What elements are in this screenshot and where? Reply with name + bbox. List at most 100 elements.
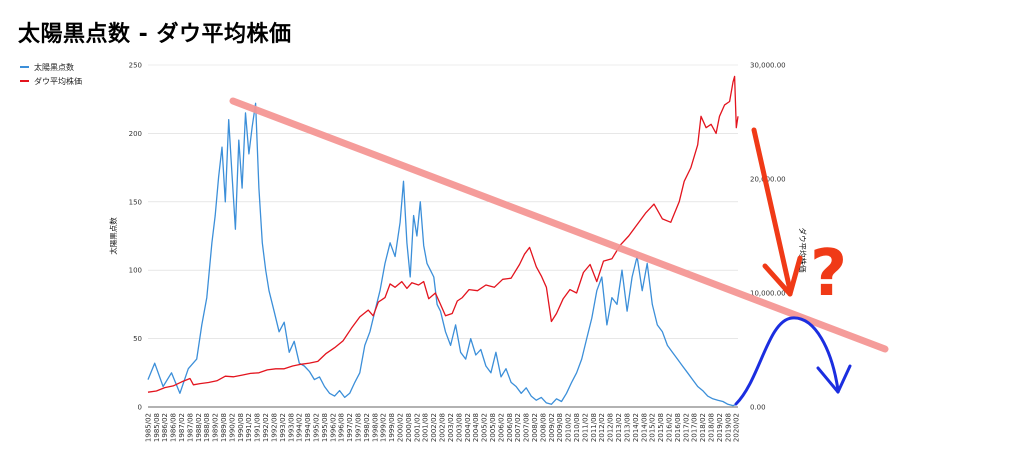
right-tick-label: 30,000.00 xyxy=(750,62,786,70)
x-tick-label: 2015/08 xyxy=(657,413,665,442)
x-tick-label: 1999/02 xyxy=(380,413,388,442)
x-tick-label: 1989/02 xyxy=(212,413,220,442)
x-tick-label: 1995/08 xyxy=(321,413,329,442)
x-tick-label: 2011/02 xyxy=(581,413,589,442)
x-tick-label: 2010/02 xyxy=(565,413,573,442)
left-tick-label: 250 xyxy=(129,62,142,70)
x-tick-label: 2012/02 xyxy=(598,413,606,442)
x-tick-label: 2013/08 xyxy=(623,413,631,442)
x-tick-label: 2019/08 xyxy=(724,413,732,442)
x-tick-label: 2004/02 xyxy=(464,413,472,442)
forecast-curve-annotation xyxy=(734,316,852,406)
x-tick-label: 2006/08 xyxy=(506,413,514,442)
grid xyxy=(148,64,738,408)
left-tick-label: 100 xyxy=(129,267,142,275)
x-tick-label: 1988/02 xyxy=(195,413,203,442)
x-tick-label: 1985/02 xyxy=(144,413,152,442)
left-tick-label: 0 xyxy=(138,404,142,412)
x-tick-label: 2012/08 xyxy=(607,413,615,442)
x-tick-label: 1990/08 xyxy=(237,413,245,442)
x-tick-label: 2003/02 xyxy=(447,413,455,442)
right-tick-label: 20,000.00 xyxy=(750,176,786,184)
chart-title: 太陽黒点数 - ダウ平均株価 xyxy=(18,22,292,47)
x-tick-label: 2005/02 xyxy=(481,413,489,442)
x-tick-label: 2016/02 xyxy=(665,413,673,442)
x-tick-label: 1987/08 xyxy=(186,413,194,442)
x-tick-label: 1993/08 xyxy=(287,413,295,442)
legend-swatch-sunspots xyxy=(20,66,29,68)
x-tick-label: 2013/02 xyxy=(615,413,623,442)
left-tick-label: 150 xyxy=(129,198,142,206)
x-tick-label: 2001/08 xyxy=(422,413,430,442)
x-tick-label: 1986/08 xyxy=(170,413,178,442)
x-tick-label: 1990/02 xyxy=(228,413,236,442)
legend-swatch-dow xyxy=(20,80,29,82)
left-tick-label: 200 xyxy=(129,130,142,138)
x-tick-label: 2019/02 xyxy=(716,413,724,442)
legend: 太陽黒点数 ダウ平均株価 xyxy=(20,60,82,88)
series-line-dow xyxy=(147,75,739,393)
x-axis-ticks: 1985/02 1985/08 1986/02 1986/08 1987/02 1987/… xyxy=(144,413,740,442)
x-tick-label: 2017/02 xyxy=(682,413,690,442)
x-tick-label: 1995/02 xyxy=(312,413,320,442)
x-tick-label: 1992/02 xyxy=(262,413,270,442)
annotation-layer: ? xyxy=(229,97,889,406)
x-tick-label: 2003/08 xyxy=(455,413,463,442)
x-tick-label: 1985/08 xyxy=(153,413,161,442)
x-tick-label: 1988/08 xyxy=(203,413,211,442)
x-tick-label: 2014/08 xyxy=(640,413,648,442)
series-layer xyxy=(147,75,739,407)
x-tick-label: 1999/08 xyxy=(388,413,396,442)
x-tick-label: 1994/02 xyxy=(296,413,304,442)
x-tick-label: 2011/08 xyxy=(590,413,598,442)
x-tick-label: 2007/02 xyxy=(514,413,522,442)
x-tick-label: 1996/02 xyxy=(329,413,337,442)
x-tick-label: 1996/08 xyxy=(338,413,346,442)
x-tick-label: 1993/02 xyxy=(279,413,287,442)
left-axis-title: 太陽黒点数 xyxy=(108,217,118,255)
x-tick-label: 2000/02 xyxy=(397,413,405,442)
x-tick-label: 2009/08 xyxy=(556,413,564,442)
x-tick-label: 2005/08 xyxy=(489,413,497,442)
x-tick-label: 2004/08 xyxy=(472,413,480,442)
left-tick-label: 50 xyxy=(133,335,142,343)
x-tick-label: 2008/08 xyxy=(539,413,547,442)
x-tick-label: 1991/08 xyxy=(254,413,262,442)
legend-item-sunspots: 太陽黒点数 xyxy=(20,60,82,74)
x-tick-label: 1987/02 xyxy=(178,413,186,442)
legend-label-sunspots: 太陽黒点数 xyxy=(34,62,74,72)
x-tick-label: 2000/08 xyxy=(405,413,413,442)
x-tick-label: 2018/02 xyxy=(699,413,707,442)
x-tick-label: 1989/08 xyxy=(220,413,228,442)
x-tick-label: 2002/02 xyxy=(430,413,438,442)
x-tick-label: 1992/08 xyxy=(270,413,278,442)
x-tick-label: 1997/02 xyxy=(346,413,354,442)
x-tick-label: 2008/02 xyxy=(531,413,539,442)
x-tick-label: 1986/02 xyxy=(161,413,169,442)
legend-item-dow: ダウ平均株価 xyxy=(20,74,82,88)
x-tick-label: 2002/08 xyxy=(439,413,447,442)
x-tick-label: 2014/02 xyxy=(632,413,640,442)
down-arrow-annotation xyxy=(751,127,803,297)
x-tick-label: 1997/08 xyxy=(355,413,363,442)
x-tick-label: 2001/02 xyxy=(413,413,421,442)
x-tick-label: 1998/02 xyxy=(363,413,371,442)
x-tick-label: 1991/02 xyxy=(245,413,253,442)
x-tick-label: 2009/02 xyxy=(548,413,556,442)
right-tick-label: 10,000.00 xyxy=(750,290,786,298)
left-axis-ticks: 0 50 100 150 200 250 xyxy=(129,62,142,412)
right-tick-label: 0.00 xyxy=(750,404,766,412)
right-axis-ticks: 0.00 10,000.00 20,000.00 30,000.00 xyxy=(750,62,786,412)
series-line-sunspots xyxy=(147,102,737,407)
right-axis-title: ダウ平均株価 xyxy=(798,228,808,273)
legend-label-dow: ダウ平均株価 xyxy=(34,76,82,86)
x-tick-label: 2016/08 xyxy=(674,413,682,442)
x-tick-label: 1998/08 xyxy=(371,413,379,442)
x-tick-label: 2015/02 xyxy=(649,413,657,442)
x-tick-label: 2020/02 xyxy=(733,413,741,442)
x-tick-label: 2017/08 xyxy=(691,413,699,442)
x-tick-label: 2006/02 xyxy=(497,413,505,442)
x-tick-label: 2018/08 xyxy=(707,413,715,442)
x-tick-label: 1994/08 xyxy=(304,413,312,442)
